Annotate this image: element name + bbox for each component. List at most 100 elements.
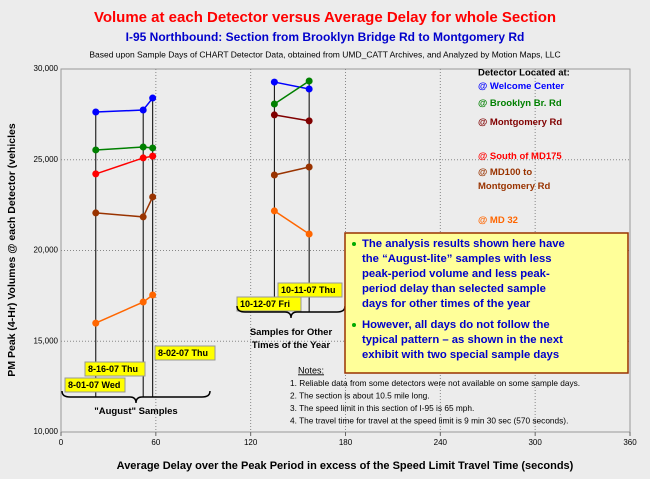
series-line xyxy=(274,166,310,176)
legend-title: Detector Located at: xyxy=(478,68,570,79)
legend-entry: @ Montgomery Rd xyxy=(478,117,562,128)
source-note: Based upon Sample Days of CHART Detector… xyxy=(89,49,560,59)
data-point xyxy=(305,230,313,238)
callout-text: exhibit with two special sample days xyxy=(362,349,559,361)
data-point xyxy=(270,111,278,119)
day-label-box xyxy=(236,296,302,312)
legend-entry-group: @ South of MD175 xyxy=(478,151,562,162)
y-tick-label: 20,000 xyxy=(34,246,59,255)
y-tick-label: 15,000 xyxy=(34,336,59,345)
legend-entry-line: @ Welcome Center xyxy=(478,81,564,92)
note: 3. The speed limit in this section of I-… xyxy=(290,403,474,413)
note: 4. The travel time for travel at the spe… xyxy=(290,416,568,426)
x-tick-label: 300 xyxy=(528,438,542,447)
data-point xyxy=(270,207,278,215)
day-label-box xyxy=(64,377,126,393)
brace xyxy=(236,305,346,319)
group-label: Samples for Other Times of the Year xyxy=(250,327,333,351)
day-label: 8-02-07 Thu xyxy=(158,348,208,358)
legend-entry: @ South of MD175 xyxy=(478,151,562,162)
data-point xyxy=(270,78,278,86)
legend-entry-group: @ MD100 to Montgomery Rd xyxy=(478,167,551,192)
legend-entry-line: @ Montgomery Rd xyxy=(478,117,562,128)
data-point xyxy=(92,319,100,327)
x-axis-label: Average Delay over the Peak Period in ex… xyxy=(117,460,574,472)
legend-entry-line: @ South of MD175 xyxy=(478,151,562,162)
series-line xyxy=(273,80,310,105)
data-point xyxy=(149,94,157,102)
callout-bullet xyxy=(352,323,356,327)
chart-subtitle: I-95 Northbound: Section from Brooklyn B… xyxy=(126,30,525,44)
data-point xyxy=(139,143,147,151)
callout-box xyxy=(344,232,629,374)
data-point xyxy=(149,291,157,299)
day-label-box xyxy=(277,282,343,298)
callout-text: peak-period volume and less peak- xyxy=(362,268,550,280)
group-label-group: Samples for Other Times of the Year xyxy=(250,327,333,351)
callout-bullet xyxy=(352,242,356,246)
y-tick-label: 30,000 xyxy=(34,64,59,73)
legend-entry-line: @ MD100 to xyxy=(478,167,532,178)
data-point xyxy=(139,213,147,221)
callout-text: period delay than selected sample xyxy=(362,283,546,295)
data-point xyxy=(149,144,157,152)
data-point xyxy=(139,106,147,114)
day-label: 8-16-07 Thu xyxy=(88,364,138,374)
legend-entry: @ Brooklyn Br. Rd xyxy=(478,98,562,109)
brace xyxy=(61,390,211,404)
data-point xyxy=(139,154,147,162)
data-point xyxy=(92,146,100,154)
x-tick-label: 180 xyxy=(339,438,353,447)
legend-entry-group: @ MD 32 xyxy=(478,215,518,226)
data-point xyxy=(92,108,100,116)
group-label-line: "August" Samples xyxy=(94,406,177,417)
series-line xyxy=(273,210,310,235)
notes-title: Notes: xyxy=(298,365,324,375)
legend-entry-group: @ Welcome Center xyxy=(478,81,564,92)
data-point xyxy=(305,77,313,85)
data-point xyxy=(305,85,313,93)
callout-text: However, all days do not follow the xyxy=(362,319,550,331)
legend-entry-line: @ Brooklyn Br. Rd xyxy=(478,98,562,109)
day-label-box xyxy=(154,345,216,361)
x-tick-label: 60 xyxy=(151,438,160,447)
day-label: 8-01-07 Wed xyxy=(68,380,120,390)
callout-text: typical pattern – as shown in the next xyxy=(362,334,563,346)
day-label: 10-12-07 Fri xyxy=(240,299,290,309)
legend-entry-group: @ Brooklyn Br. Rd xyxy=(478,98,562,109)
day-label-box xyxy=(84,361,146,377)
legend-entry-line: @ MD 32 xyxy=(478,215,518,226)
x-tick-label: 240 xyxy=(434,438,448,447)
data-point xyxy=(305,163,313,171)
group-label-line: Times of the Year xyxy=(252,340,331,351)
x-tick-label: 0 xyxy=(59,438,64,447)
legend-entry-line: Montgomery Rd xyxy=(478,181,551,192)
day-label: 10-11-07 Thu xyxy=(281,285,336,295)
note: 1. Reliable data from some detectors wer… xyxy=(290,378,580,388)
legend-entry: @ MD100 to Montgomery Rd xyxy=(478,167,551,192)
y-tick-label: 25,000 xyxy=(34,155,59,164)
data-point xyxy=(305,117,313,125)
legend-entry: @ MD 32 xyxy=(478,215,518,226)
callout-text: the “August-lite” samples with less xyxy=(362,253,552,265)
series-line xyxy=(274,81,310,90)
chart-title: Volume at each Detector versus Average D… xyxy=(94,9,556,26)
legend-entry: @ Welcome Center xyxy=(478,81,564,92)
data-point xyxy=(139,298,147,306)
callout-text: days for other times of the year xyxy=(362,298,531,310)
data-point xyxy=(270,100,278,108)
group-label-group: "August" Samples xyxy=(94,406,177,417)
note: 2. The section is about 10.5 mile long. xyxy=(290,391,430,401)
series-line xyxy=(274,114,310,122)
group-label-line: Samples for Other xyxy=(250,327,333,338)
callout-text: The analysis results shown here have xyxy=(362,238,565,250)
x-tick-label: 120 xyxy=(244,438,258,447)
data-point xyxy=(149,193,157,201)
data-point xyxy=(92,209,100,217)
y-axis-label: PM Peak (4-Hr) Volumes @ each Detector (… xyxy=(6,123,18,377)
data-point xyxy=(270,171,278,179)
data-point xyxy=(92,170,100,178)
group-label: "August" Samples xyxy=(94,406,177,417)
x-tick-label: 360 xyxy=(623,438,637,447)
